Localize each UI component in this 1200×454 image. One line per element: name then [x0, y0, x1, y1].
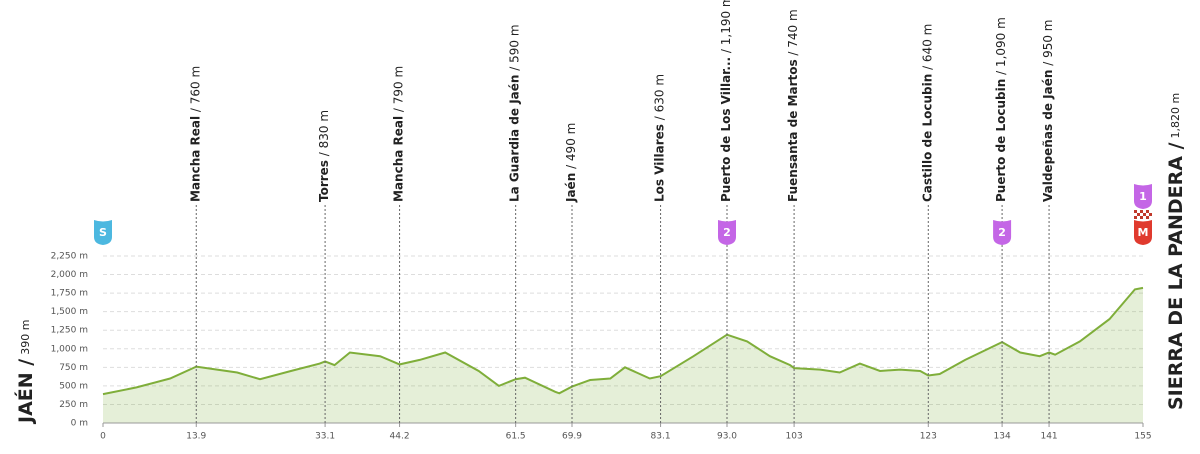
badge-shape [718, 220, 736, 245]
waypoint-elevation: / 830 m [317, 110, 331, 160]
finish-checker [1140, 216, 1143, 219]
elevation-area [103, 287, 1143, 423]
waypoint-label: La Guardia de Jaén / 590 m [507, 24, 521, 202]
x-tick-label: 123 [920, 432, 937, 442]
badge-shape [94, 220, 112, 245]
waypoint-elevation: / 490 m [564, 123, 578, 173]
start-label: JAÉN / 390 m [14, 320, 37, 425]
finish-checker [1137, 216, 1140, 219]
waypoint-elevation: / 590 m [507, 24, 521, 74]
waypoint-name: La Guardia de Jaén [507, 75, 521, 202]
finish-checker [1149, 216, 1152, 219]
waypoint-name: Los Villares [652, 124, 666, 202]
waypoint-label: Castillo de Locubin / 640 m [920, 24, 934, 202]
x-tick-label: 103 [786, 432, 803, 442]
x-tick-label: 134 [994, 432, 1011, 442]
y-tick-label: 1,000 m [51, 344, 88, 354]
finish-checker [1137, 210, 1140, 213]
waypoint-label: Valdepeñas de Jaén / 950 m [1041, 19, 1055, 202]
y-tick-label: 500 m [59, 381, 88, 391]
badge-shape [1134, 220, 1152, 245]
x-tick-label: 93.0 [717, 432, 737, 442]
waypoint-name: Mancha Real [188, 116, 202, 202]
waypoint-label: Jaén / 490 m [564, 123, 578, 203]
badge-label: 2 [998, 226, 1006, 239]
finish-elevation: 1,820 m [1169, 93, 1182, 139]
waypoint-elevation: / 630 m [652, 74, 666, 124]
x-tick-label: 83.1 [651, 432, 671, 442]
y-tick-label: 1,750 m [51, 289, 88, 299]
finish-checker [1134, 216, 1137, 219]
finish-checker [1137, 213, 1140, 216]
start-name: JAÉN / [14, 359, 37, 425]
finish-checker [1143, 216, 1146, 219]
waypoint-name: Puerto de Locubin [994, 79, 1008, 202]
y-tick-label: 2,000 m [51, 270, 88, 280]
finish-label: SIERRA DE LA PANDERA / 1,820 m [1165, 93, 1187, 410]
waypoint-name: Jaén [564, 173, 578, 203]
elevation-line [102, 286, 1144, 396]
y-tick-label: 2,250 m [51, 252, 88, 262]
waypoint-elevation: / 760 m [188, 66, 202, 116]
finish-checker [1143, 210, 1146, 213]
x-tick-label: 0 [100, 432, 106, 442]
waypoint-elevation: / 790 m [391, 66, 405, 116]
y-tick-label: 0 m [71, 419, 88, 429]
finish-checker [1143, 213, 1146, 216]
y-tick-label: 250 m [59, 400, 88, 410]
badge-label: M [1138, 226, 1149, 239]
x-tick-label: 69.9 [562, 432, 582, 442]
badge-label: 2 [723, 226, 731, 239]
waypoint-label: Torres / 830 m [317, 110, 331, 202]
finish-name: SIERRA DE LA PANDERA / [1165, 142, 1187, 410]
finish-checker [1140, 210, 1143, 213]
waypoint-elevation: / 1,090 m [994, 17, 1008, 79]
waypoint-elevation: / 1,190 m [719, 0, 733, 57]
y-tick-label: 1,500 m [51, 307, 88, 317]
badge-label: S [99, 226, 107, 239]
finish-checker [1146, 210, 1149, 213]
finish-checker [1140, 213, 1143, 216]
badge-shape [1134, 184, 1152, 209]
badge-shape [993, 220, 1012, 245]
waypoint-elevation: / 950 m [1041, 19, 1055, 69]
waypoint-name: Fuensanta de Martos [786, 59, 800, 202]
y-tick-label: 750 m [59, 363, 88, 373]
finish-checker [1149, 213, 1152, 216]
waypoint-label: Mancha Real / 790 m [391, 66, 405, 202]
x-tick-label: 61.5 [506, 432, 526, 442]
waypoint-elevation: / 740 m [786, 9, 800, 59]
finish-checker [1134, 210, 1137, 213]
x-tick-label: 155 [1134, 432, 1151, 442]
waypoint-label: Puerto de Los Villar... / 1,190 m [719, 0, 733, 202]
waypoint-name: Torres [317, 160, 331, 202]
finish-checker [1134, 213, 1137, 216]
x-tick-label: 13.9 [186, 432, 206, 442]
waypoint-label: Los Villares / 630 m [652, 74, 666, 202]
finish-checker [1149, 210, 1152, 213]
finish-checker [1146, 213, 1149, 216]
start-elevation: 390 m [19, 320, 32, 355]
waypoint-label: Puerto de Locubin / 1,090 m [994, 17, 1008, 202]
waypoint-name: Castillo de Locubin [920, 74, 934, 202]
finish-checker [1146, 216, 1149, 219]
waypoint-label: Fuensanta de Martos / 740 m [786, 9, 800, 202]
badge-label: 1 [1139, 190, 1147, 203]
x-tick-label: 33.1 [315, 432, 335, 442]
y-tick-label: 1,250 m [51, 326, 88, 336]
waypoint-elevation: / 640 m [920, 24, 934, 74]
waypoint-name: Valdepeñas de Jaén [1041, 70, 1055, 202]
waypoint-label: Mancha Real / 760 m [188, 66, 202, 202]
x-tick-label: 44.2 [390, 432, 410, 442]
waypoint-name: Mancha Real [391, 116, 405, 202]
waypoint-name: Puerto de Los Villar... [719, 57, 733, 202]
x-tick-label: 141 [1040, 432, 1057, 442]
